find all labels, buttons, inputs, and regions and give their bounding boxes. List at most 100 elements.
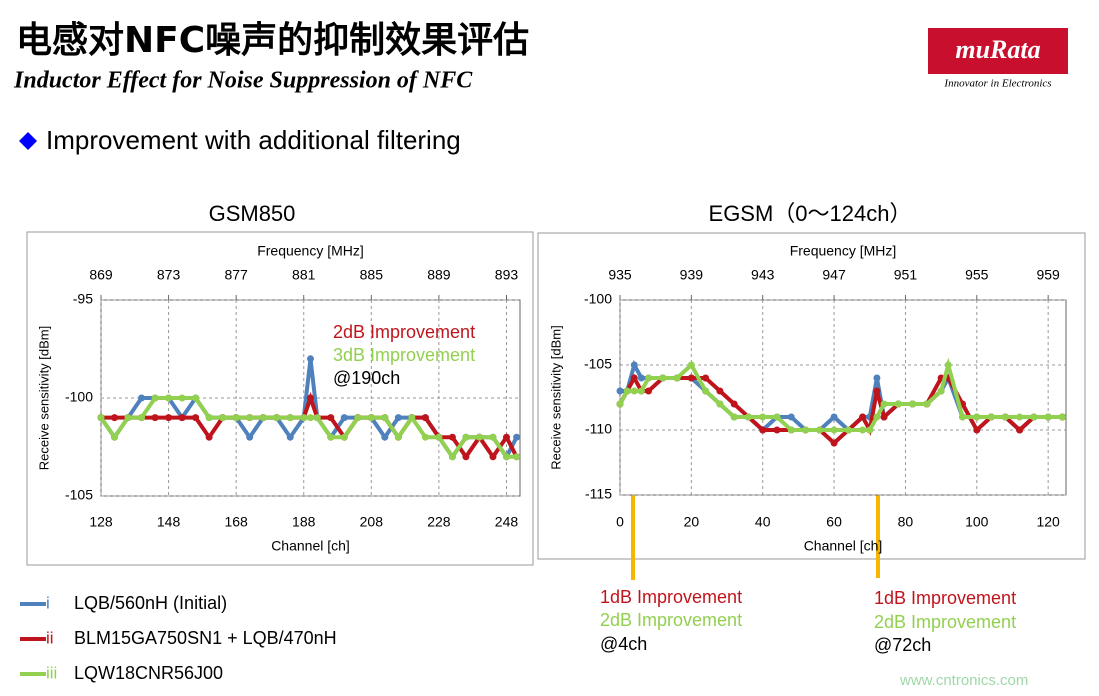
point (866, 426, 874, 434)
point (773, 426, 781, 434)
plot-area (619, 299, 1067, 496)
chart-title: GSM850 (209, 201, 296, 226)
annotation: 2dB Improvement (874, 612, 1016, 632)
x2-tick-label: 955 (965, 267, 989, 283)
x-tick-label: 168 (224, 514, 248, 530)
point (381, 433, 389, 441)
point (844, 426, 852, 434)
point (759, 426, 767, 434)
point (1044, 413, 1052, 421)
x-tick-label: 20 (684, 514, 700, 530)
point (873, 413, 881, 421)
annotation: @72ch (874, 635, 931, 655)
point (616, 387, 624, 395)
x2-tick-label: 877 (224, 267, 248, 283)
point (124, 414, 132, 422)
x-tick-label: 248 (495, 514, 519, 530)
point (937, 387, 945, 395)
point (138, 414, 146, 422)
annotation: 2dB Improvement (333, 322, 475, 342)
point (859, 426, 867, 434)
point (367, 414, 375, 422)
point (97, 414, 105, 422)
point (787, 426, 795, 434)
y-tick-label: -100 (65, 389, 93, 405)
x2-axis-label: Frequency [MHz] (790, 243, 897, 259)
point (730, 400, 738, 408)
y-tick-label: -95 (73, 291, 93, 307)
x2-tick-label: 869 (89, 267, 113, 283)
x-axis-label: Channel [ch] (271, 538, 350, 554)
point (645, 387, 653, 395)
point (816, 426, 824, 434)
point (340, 433, 348, 441)
x2-tick-label: 935 (608, 267, 632, 283)
point (313, 414, 321, 422)
point (394, 433, 402, 441)
point (894, 400, 902, 408)
x2-axis-label: Frequency [MHz] (257, 243, 364, 259)
point (489, 453, 497, 461)
point (830, 413, 838, 421)
point (830, 426, 838, 434)
point (286, 433, 294, 441)
point (462, 453, 470, 461)
point (502, 433, 510, 441)
point (1058, 413, 1066, 421)
point (730, 413, 738, 421)
point (307, 394, 314, 402)
point (1030, 413, 1038, 421)
point (909, 400, 917, 408)
point (513, 453, 521, 461)
point (830, 439, 838, 447)
chart-title: EGSM（0～124ch） (709, 201, 912, 226)
point (630, 374, 638, 382)
point (219, 414, 227, 422)
point (327, 414, 335, 422)
point (630, 361, 638, 369)
point (880, 400, 888, 408)
point (300, 414, 308, 422)
logo: muRata (955, 35, 1040, 64)
point (773, 413, 781, 421)
legend-numeral: i (46, 593, 50, 612)
point (421, 433, 429, 441)
x2-tick-label: 943 (751, 267, 775, 283)
point (381, 414, 389, 422)
point (702, 374, 710, 382)
point (859, 413, 867, 421)
point (205, 414, 213, 422)
point (623, 387, 631, 395)
point (1001, 413, 1009, 421)
logo-tagline: Innovator in Electronics (943, 78, 1051, 90)
point (394, 414, 402, 422)
point (687, 361, 695, 369)
legend-numeral: ii (46, 628, 54, 647)
point (408, 414, 416, 422)
point (630, 387, 638, 395)
point (165, 394, 173, 402)
legend-numeral: iii (46, 663, 57, 682)
point (502, 453, 510, 461)
x2-tick-label: 939 (680, 267, 704, 283)
point (702, 387, 710, 395)
point (873, 374, 881, 382)
title-cn: 电感对NFC噪声的抑制效果评估 (16, 20, 529, 61)
point (205, 433, 213, 441)
point (787, 413, 795, 421)
point (192, 394, 200, 402)
point (987, 413, 995, 421)
x-tick-label: 188 (292, 514, 316, 530)
point (178, 414, 186, 422)
point (340, 414, 348, 422)
point (616, 400, 624, 408)
point (973, 426, 981, 434)
point (448, 453, 456, 461)
point (138, 394, 146, 402)
x-tick-label: 0 (616, 514, 624, 530)
point (246, 433, 254, 441)
point (462, 433, 470, 441)
point (513, 433, 521, 441)
point (973, 413, 981, 421)
